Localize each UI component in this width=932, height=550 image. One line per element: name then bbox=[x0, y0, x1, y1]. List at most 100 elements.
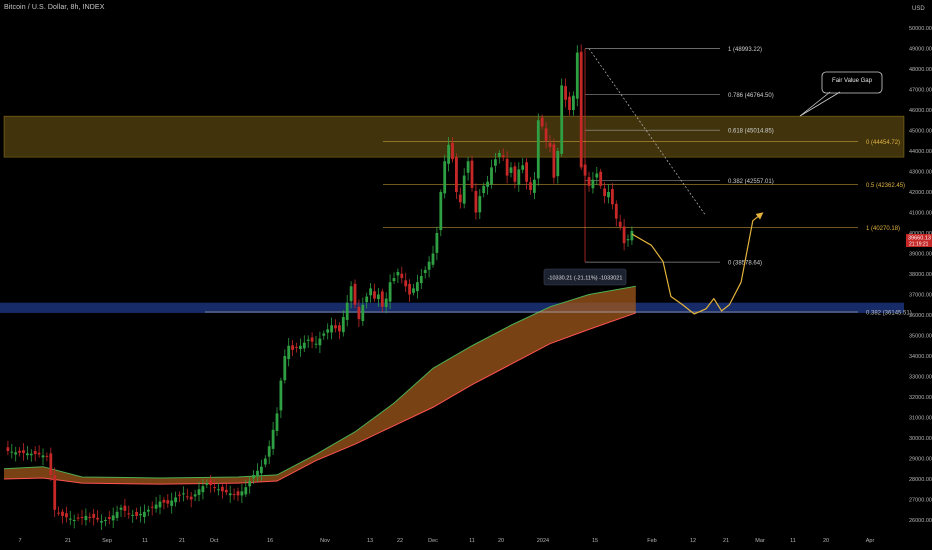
price-tick-label: 47000.00 bbox=[909, 88, 932, 94]
time-tick-label: 13 bbox=[367, 538, 373, 544]
fvg-callout-pointer bbox=[799, 91, 841, 117]
candle-body bbox=[540, 117, 544, 127]
time-tick-label: 2024 bbox=[537, 538, 549, 544]
candle-body bbox=[283, 356, 287, 381]
candle-body bbox=[174, 497, 177, 503]
candle-body bbox=[572, 95, 575, 111]
candle-body bbox=[583, 164, 587, 176]
candle-body bbox=[373, 291, 376, 299]
candle-body bbox=[45, 455, 49, 457]
candle-body bbox=[388, 282, 392, 302]
candle-body bbox=[505, 158, 509, 176]
candle-body bbox=[377, 294, 380, 300]
candle-body bbox=[275, 413, 279, 431]
candle-body bbox=[57, 512, 60, 514]
candle-body bbox=[135, 511, 138, 516]
candle-body bbox=[279, 380, 283, 411]
candle-body bbox=[353, 283, 357, 305]
candle-body bbox=[408, 283, 411, 295]
candle-body bbox=[419, 276, 423, 284]
candle-body bbox=[29, 453, 33, 456]
projection-layer bbox=[631, 212, 764, 315]
candle-body bbox=[614, 203, 618, 219]
axis-labels: 50000.00 49000.00 48000.00 47000.00 46000.00… bbox=[18, 26, 932, 544]
fvg-callout-pointer bbox=[799, 91, 831, 117]
candle-body bbox=[287, 345, 291, 360]
time-tick-label: 11 bbox=[142, 538, 148, 544]
candle-body bbox=[182, 493, 185, 495]
price-tick-label: 30000.00 bbox=[909, 436, 932, 442]
time-tick-label: 7 bbox=[18, 538, 21, 544]
support-zone bbox=[0, 302, 904, 313]
last-price-tag bbox=[906, 233, 932, 247]
candle-body bbox=[451, 142, 454, 160]
price-tick-label: 29000.00 bbox=[909, 457, 932, 463]
candle-body bbox=[338, 325, 341, 332]
candle-body bbox=[139, 513, 142, 516]
candle-body bbox=[53, 475, 57, 510]
candle-body bbox=[217, 489, 220, 491]
candle-body bbox=[115, 511, 119, 518]
candle-body bbox=[525, 162, 528, 182]
candle-body bbox=[295, 346, 298, 348]
candle-body bbox=[423, 269, 427, 274]
candle-body bbox=[26, 453, 29, 456]
candle-body bbox=[416, 282, 419, 292]
candle-body bbox=[104, 520, 107, 521]
candle-body bbox=[474, 190, 478, 213]
price-tick-label: 33000.00 bbox=[909, 375, 932, 381]
candle-body bbox=[267, 446, 271, 457]
candle-body bbox=[497, 153, 501, 157]
candle-body bbox=[299, 345, 302, 349]
candle-body bbox=[622, 226, 626, 244]
candle-body bbox=[400, 273, 404, 279]
fvg-callout-box bbox=[821, 71, 883, 94]
price-tick-label: 31000.00 bbox=[909, 416, 932, 422]
price-tick-label: 46000.00 bbox=[909, 108, 932, 114]
candle-body bbox=[260, 466, 263, 474]
price-axis[interactable] bbox=[904, 0, 932, 550]
candle-body bbox=[322, 333, 326, 336]
candle-body bbox=[256, 470, 259, 477]
candle-body bbox=[6, 447, 10, 451]
price-tick-label: 36000.00 bbox=[909, 313, 932, 319]
candle-body bbox=[162, 499, 166, 503]
candle-body bbox=[193, 494, 197, 497]
candle-body bbox=[396, 271, 400, 276]
candle-body bbox=[462, 175, 466, 204]
candle-body bbox=[349, 286, 353, 302]
candle-body bbox=[123, 505, 127, 511]
candle-body bbox=[252, 474, 255, 479]
candle-body bbox=[529, 182, 532, 190]
fib-right-label: 1 (40270.18) bbox=[866, 226, 900, 232]
candle-body bbox=[96, 517, 99, 520]
price-tick-label: 48000.00 bbox=[909, 67, 932, 73]
ribbon-slow-line bbox=[3, 312, 636, 485]
candle-body bbox=[599, 171, 603, 186]
candle-body bbox=[213, 487, 216, 489]
fib-label: 0.786 (46764.50) bbox=[728, 93, 774, 99]
time-tick-label: Dec bbox=[428, 538, 438, 544]
candle-body bbox=[575, 52, 579, 99]
candle-body bbox=[611, 189, 614, 205]
projection-path bbox=[631, 212, 764, 315]
candle-body bbox=[544, 128, 548, 141]
candle-body bbox=[431, 253, 435, 265]
candle-body bbox=[248, 481, 252, 487]
candle-body bbox=[630, 230, 634, 241]
candle-body bbox=[501, 155, 505, 158]
candle-body bbox=[84, 515, 88, 521]
candle-body bbox=[76, 517, 80, 519]
price-tick-label: 35000.00 bbox=[909, 334, 932, 340]
candle-body bbox=[236, 491, 240, 496]
candle-body bbox=[494, 159, 497, 166]
candle-body bbox=[201, 486, 205, 493]
candle-body bbox=[178, 494, 181, 496]
candle-body bbox=[345, 302, 349, 320]
price-tick-label: 45000.00 bbox=[909, 129, 932, 135]
candle-body bbox=[587, 177, 591, 186]
candle-body bbox=[458, 194, 462, 203]
last-price-countdown: 21:19:21 bbox=[909, 241, 929, 247]
candle-body bbox=[37, 452, 41, 455]
